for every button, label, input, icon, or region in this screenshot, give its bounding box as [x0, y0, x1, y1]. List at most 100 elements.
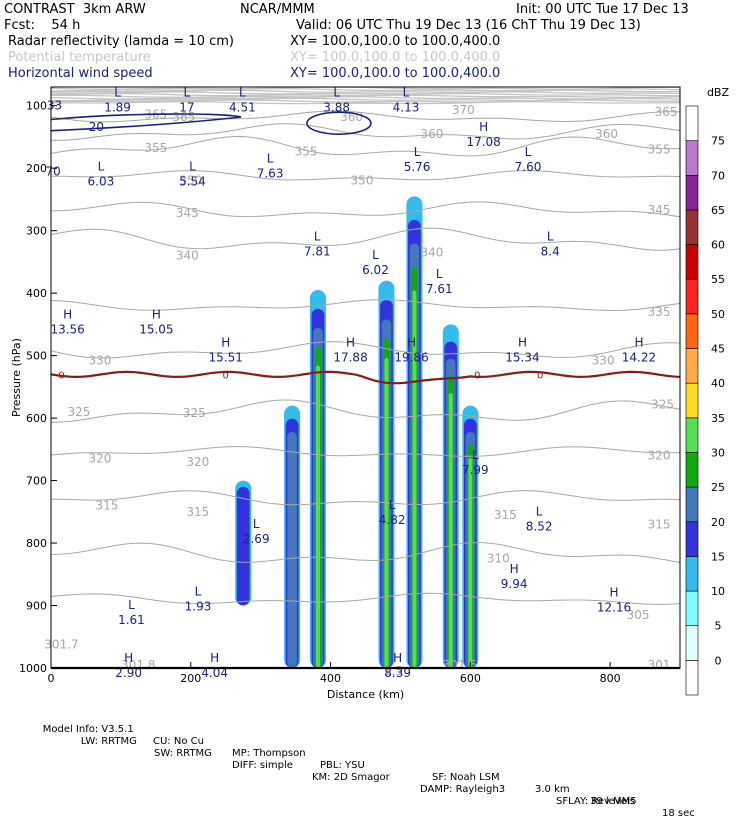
wind-marker-value: 7.60 — [515, 160, 542, 174]
wind-marker-H: H — [479, 120, 488, 134]
colorbar-swatch — [685, 521, 699, 557]
reflectivity-shade-20 — [287, 431, 297, 668]
theta-label: 320 — [648, 449, 671, 463]
footer-pbl: PBL: YSU — [320, 760, 365, 771]
theta-upper-band-line — [51, 88, 681, 92]
wind-marker-value: 14.22 — [622, 351, 656, 365]
plot-frame — [50, 86, 681, 669]
wind-marker-L: L — [195, 584, 202, 598]
wind-marker-value: 1.93 — [185, 599, 212, 613]
field1-xy: XY= 100.0,100.0 to 100.0,400.0 — [290, 34, 501, 49]
colorbar-level: 15 — [711, 550, 725, 563]
footer-sflay: SFLAY: Rev MM5 — [556, 796, 637, 807]
theta-label: 360 — [420, 127, 443, 141]
wind-marker-L: L — [267, 151, 274, 165]
footer-dt: 18 sec — [662, 808, 695, 819]
theta-label: 345 — [176, 206, 199, 220]
theta-label: 335 — [648, 305, 671, 319]
colorbar-swatch — [685, 625, 699, 661]
colorbar-unit: dBZ — [707, 86, 730, 99]
footer-sf: SF: Noah LSM — [432, 772, 500, 783]
theta-contour-330 — [50, 341, 681, 359]
wind-marker-value: 6.02 — [362, 263, 389, 277]
wind-marker-H: H — [346, 336, 355, 350]
reflectivity-layer — [235, 196, 479, 669]
wind-marker-L: L — [436, 267, 443, 281]
colorbar-level: 40 — [711, 377, 725, 390]
y-tick-label: 300 — [26, 225, 47, 238]
wind-marker-value: 4.13 — [393, 101, 420, 115]
wind-contour-label: 20 — [89, 120, 104, 134]
header-center: NCAR/MMM — [240, 2, 315, 17]
colorbar-level: 50 — [711, 308, 725, 321]
wind-marker-value: 7.63 — [257, 166, 284, 180]
colorbar-level: 70 — [711, 169, 725, 182]
reflectivity-cell — [442, 324, 459, 668]
reflectivity-cell — [406, 196, 423, 669]
field2-name: Potential temperature — [8, 50, 151, 65]
y-tick-label: 700 — [26, 475, 47, 488]
footer-mp: MP: Thompson — [232, 748, 306, 759]
theta-contour-345 — [50, 201, 681, 218]
reflectivity-shade-30 — [384, 358, 389, 668]
theta-contour-310 — [50, 541, 681, 563]
wind-marker-L: L — [403, 86, 410, 100]
wind-marker-value: 15.34 — [505, 351, 539, 365]
wind-marker-H: H — [518, 336, 527, 350]
theta-label: 330 — [88, 354, 111, 368]
wind-marker-H: H — [393, 651, 402, 665]
colorbar-swatch — [685, 140, 699, 176]
y-tick-label: 900 — [26, 600, 47, 613]
colorbar-swatch — [685, 556, 699, 592]
wind-marker-value: 17.08 — [466, 135, 500, 149]
wind-marker-value: 5.54 — [179, 174, 206, 188]
zero-isotherm-label: 0 — [537, 370, 543, 381]
colorbar-swatch — [685, 660, 699, 696]
wind-marker-value: 15.05 — [139, 323, 173, 337]
wind-marker-H: H — [407, 336, 416, 350]
zero-isotherm-line — [50, 370, 681, 385]
wind-marker-L: L — [128, 598, 135, 612]
reflectivity-cell — [378, 280, 395, 668]
colorbar-swatch — [685, 174, 699, 211]
x-tick-label: 200 — [180, 672, 201, 685]
wind-marker-value: 8.52 — [526, 519, 553, 533]
colorbar-level: 55 — [711, 273, 725, 286]
wind-marker-H: H — [510, 562, 519, 576]
theta-label: 301.5 — [443, 658, 477, 672]
theta-label: 310 — [487, 552, 510, 566]
colorbar-level: 35 — [711, 412, 725, 425]
theta-contour-360 — [50, 123, 681, 141]
y-tick-label: 600 — [26, 412, 47, 425]
theta-label: 301 — [648, 658, 671, 672]
theta-contour-335 — [50, 299, 681, 312]
reflectivity-cell — [462, 405, 479, 668]
wind-marker-H: H — [124, 651, 133, 665]
wind-contour-label: 70 — [45, 164, 60, 178]
colorbar-swatch — [685, 348, 699, 384]
theta-upper-band-line — [50, 94, 681, 99]
colorbar-swatch — [685, 278, 699, 315]
wind-marker-L: L — [239, 86, 246, 100]
field3-name: Horizontal wind speed — [8, 66, 153, 81]
wind-marker-value: 1.89 — [104, 101, 131, 115]
theta-label: 355 — [144, 141, 167, 155]
y-axis-label: Pressure (hPa) — [10, 338, 23, 417]
wind-marker-H: H — [63, 308, 72, 322]
theta-contour-325 — [51, 399, 681, 423]
wind-marker-value: 7.61 — [426, 282, 453, 296]
zero-isotherm-label: 0 — [58, 370, 64, 381]
y-tick-label: 1000 — [19, 662, 47, 675]
wind-marker-L: L — [333, 86, 340, 100]
header-init: Init: 00 UTC Tue 17 Dec 13 — [516, 2, 689, 17]
wind-marker-value: 2.90 — [115, 666, 142, 680]
wind-marker-L: L — [98, 159, 105, 173]
reflectivity-shade-30 — [412, 290, 417, 668]
wind-marker-H: H — [152, 308, 161, 322]
wind-marker-value: 7.81 — [304, 244, 331, 258]
wind-marker-value: 2.69 — [243, 532, 270, 546]
header-forecast: Fcst: 54 h — [4, 18, 81, 33]
theta-label: 350 — [351, 174, 374, 188]
